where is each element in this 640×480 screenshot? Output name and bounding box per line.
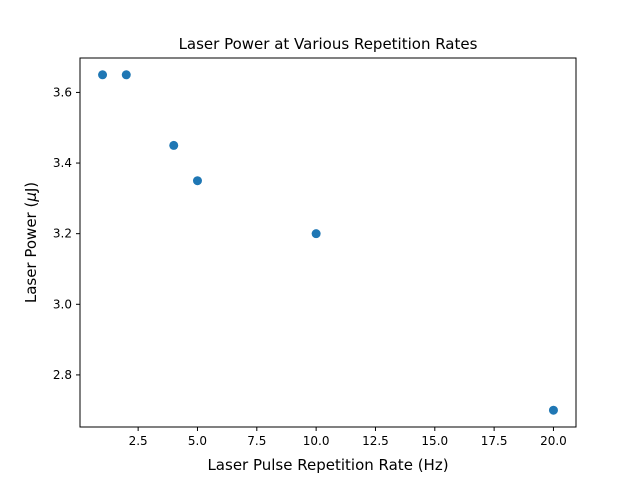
y-tick-label: 3.2 bbox=[53, 227, 72, 241]
x-axis-ticks: 2.5 5.0 7.5 10.0 12.5 15.0 17.5 20.0 bbox=[129, 427, 567, 448]
y-tick-label: 3.6 bbox=[53, 85, 72, 99]
y-axis-label-main: Laser Power ( bbox=[22, 202, 40, 304]
x-axis-label: Laser Pulse Repetition Rate (Hz) bbox=[207, 456, 448, 474]
y-tick-label: 2.8 bbox=[53, 368, 72, 382]
data-point-2 bbox=[121, 70, 131, 80]
x-tick-label: 5.0 bbox=[188, 434, 207, 448]
x-tick-label: 17.5 bbox=[481, 434, 508, 448]
plot-area-frame bbox=[79, 57, 577, 428]
x-tick-label: 7.5 bbox=[247, 434, 266, 448]
x-tick-label: 2.5 bbox=[129, 434, 148, 448]
x-tick-label: 15.0 bbox=[421, 434, 448, 448]
x-tick-label: 20.0 bbox=[540, 434, 567, 448]
chart-title: Laser Power at Various Repetition Rates bbox=[179, 35, 478, 53]
y-axis-ticks: 2.8 3.0 3.2 3.4 3.6 bbox=[53, 85, 80, 382]
y-axis-label-unit: J) bbox=[22, 182, 40, 193]
data-point-5 bbox=[311, 229, 321, 239]
y-tick-label: 3.0 bbox=[53, 297, 72, 311]
x-tick-label: 12.5 bbox=[362, 434, 389, 448]
data-points bbox=[98, 70, 558, 415]
data-point-4 bbox=[192, 176, 202, 186]
x-tick-label: 10.0 bbox=[303, 434, 330, 448]
data-point-1 bbox=[98, 70, 108, 80]
data-point-6 bbox=[548, 405, 558, 415]
data-point-3 bbox=[169, 140, 179, 150]
y-axis-label-greek: μ bbox=[22, 192, 40, 203]
y-axis-label: Laser Power (μJ) bbox=[22, 182, 40, 303]
y-tick-label: 3.4 bbox=[53, 156, 72, 170]
